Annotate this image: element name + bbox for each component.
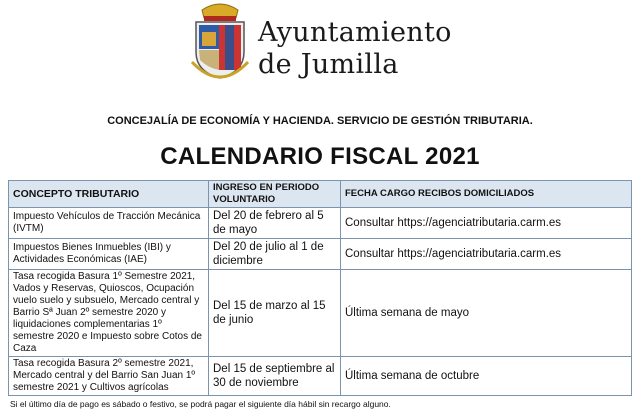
periodo-cell: Del 20 de febrero al 5 de mayo	[208, 207, 341, 239]
periodo-cell: Del 15 de marzo al 15 de junio	[208, 269, 341, 357]
periodo-cell: Del 15 de septiembre al 30 de noviembre	[208, 356, 341, 396]
table-row: Tasa recogida Basura 1º Semestre 2021, V…	[8, 269, 632, 357]
content-area: CONCEPTO TRIBUTARIO INGRESO EN PERIODO V…	[8, 180, 632, 410]
concepto-cell: Tasa recogida Basura 2º semestre 2021, M…	[8, 356, 209, 396]
page-title: CALENDARIO FISCAL 2021	[160, 143, 480, 170]
column-header: INGRESO EN PERIODO VOLUNTARIO	[208, 180, 341, 208]
table-row: Tasa recogida Basura 2º semestre 2021, M…	[8, 356, 632, 396]
crest-logo-icon	[190, 3, 250, 79]
table-header-row: CONCEPTO TRIBUTARIO INGRESO EN PERIODO V…	[8, 180, 632, 208]
concepto-cell: Impuestos Bienes Inmuebles (IBI) y Activ…	[8, 238, 209, 270]
concepto-cell: Impuesto Vehículos de Tracción Mecánica …	[8, 207, 209, 239]
column-header: FECHA CARGO RECIBOS DOMICILIADOS	[340, 180, 632, 208]
column-header: CONCEPTO TRIBUTARIO	[8, 180, 209, 208]
cargo-cell: Consultar https://agenciatributaria.carm…	[340, 238, 632, 270]
table-row: Impuestos Bienes Inmuebles (IBI) y Activ…	[8, 238, 632, 270]
fiscal-calendar-table: CONCEPTO TRIBUTARIO INGRESO EN PERIODO V…	[8, 180, 632, 396]
cargo-cell: Consultar https://agenciatributaria.carm…	[340, 207, 632, 239]
table-row: Impuesto Vehículos de Tracción Mecánica …	[8, 207, 632, 239]
footnote: Si el último día de pago es sábado o fes…	[10, 399, 391, 409]
cargo-cell: Última semana de octubre	[340, 356, 632, 396]
periodo-cell: Del 20 de julio al 1 de diciembre	[208, 238, 341, 270]
logo-text-line1: Ayuntamiento	[258, 17, 452, 48]
logo-text-line2: de Jumilla	[258, 49, 399, 80]
cargo-cell: Última semana de mayo	[340, 269, 632, 357]
concepto-cell: Tasa recogida Basura 1º Semestre 2021, V…	[8, 269, 209, 357]
department-subtitle: CONCEJALÍA DE ECONOMÍA Y HACIENDA. SERVI…	[107, 115, 533, 127]
